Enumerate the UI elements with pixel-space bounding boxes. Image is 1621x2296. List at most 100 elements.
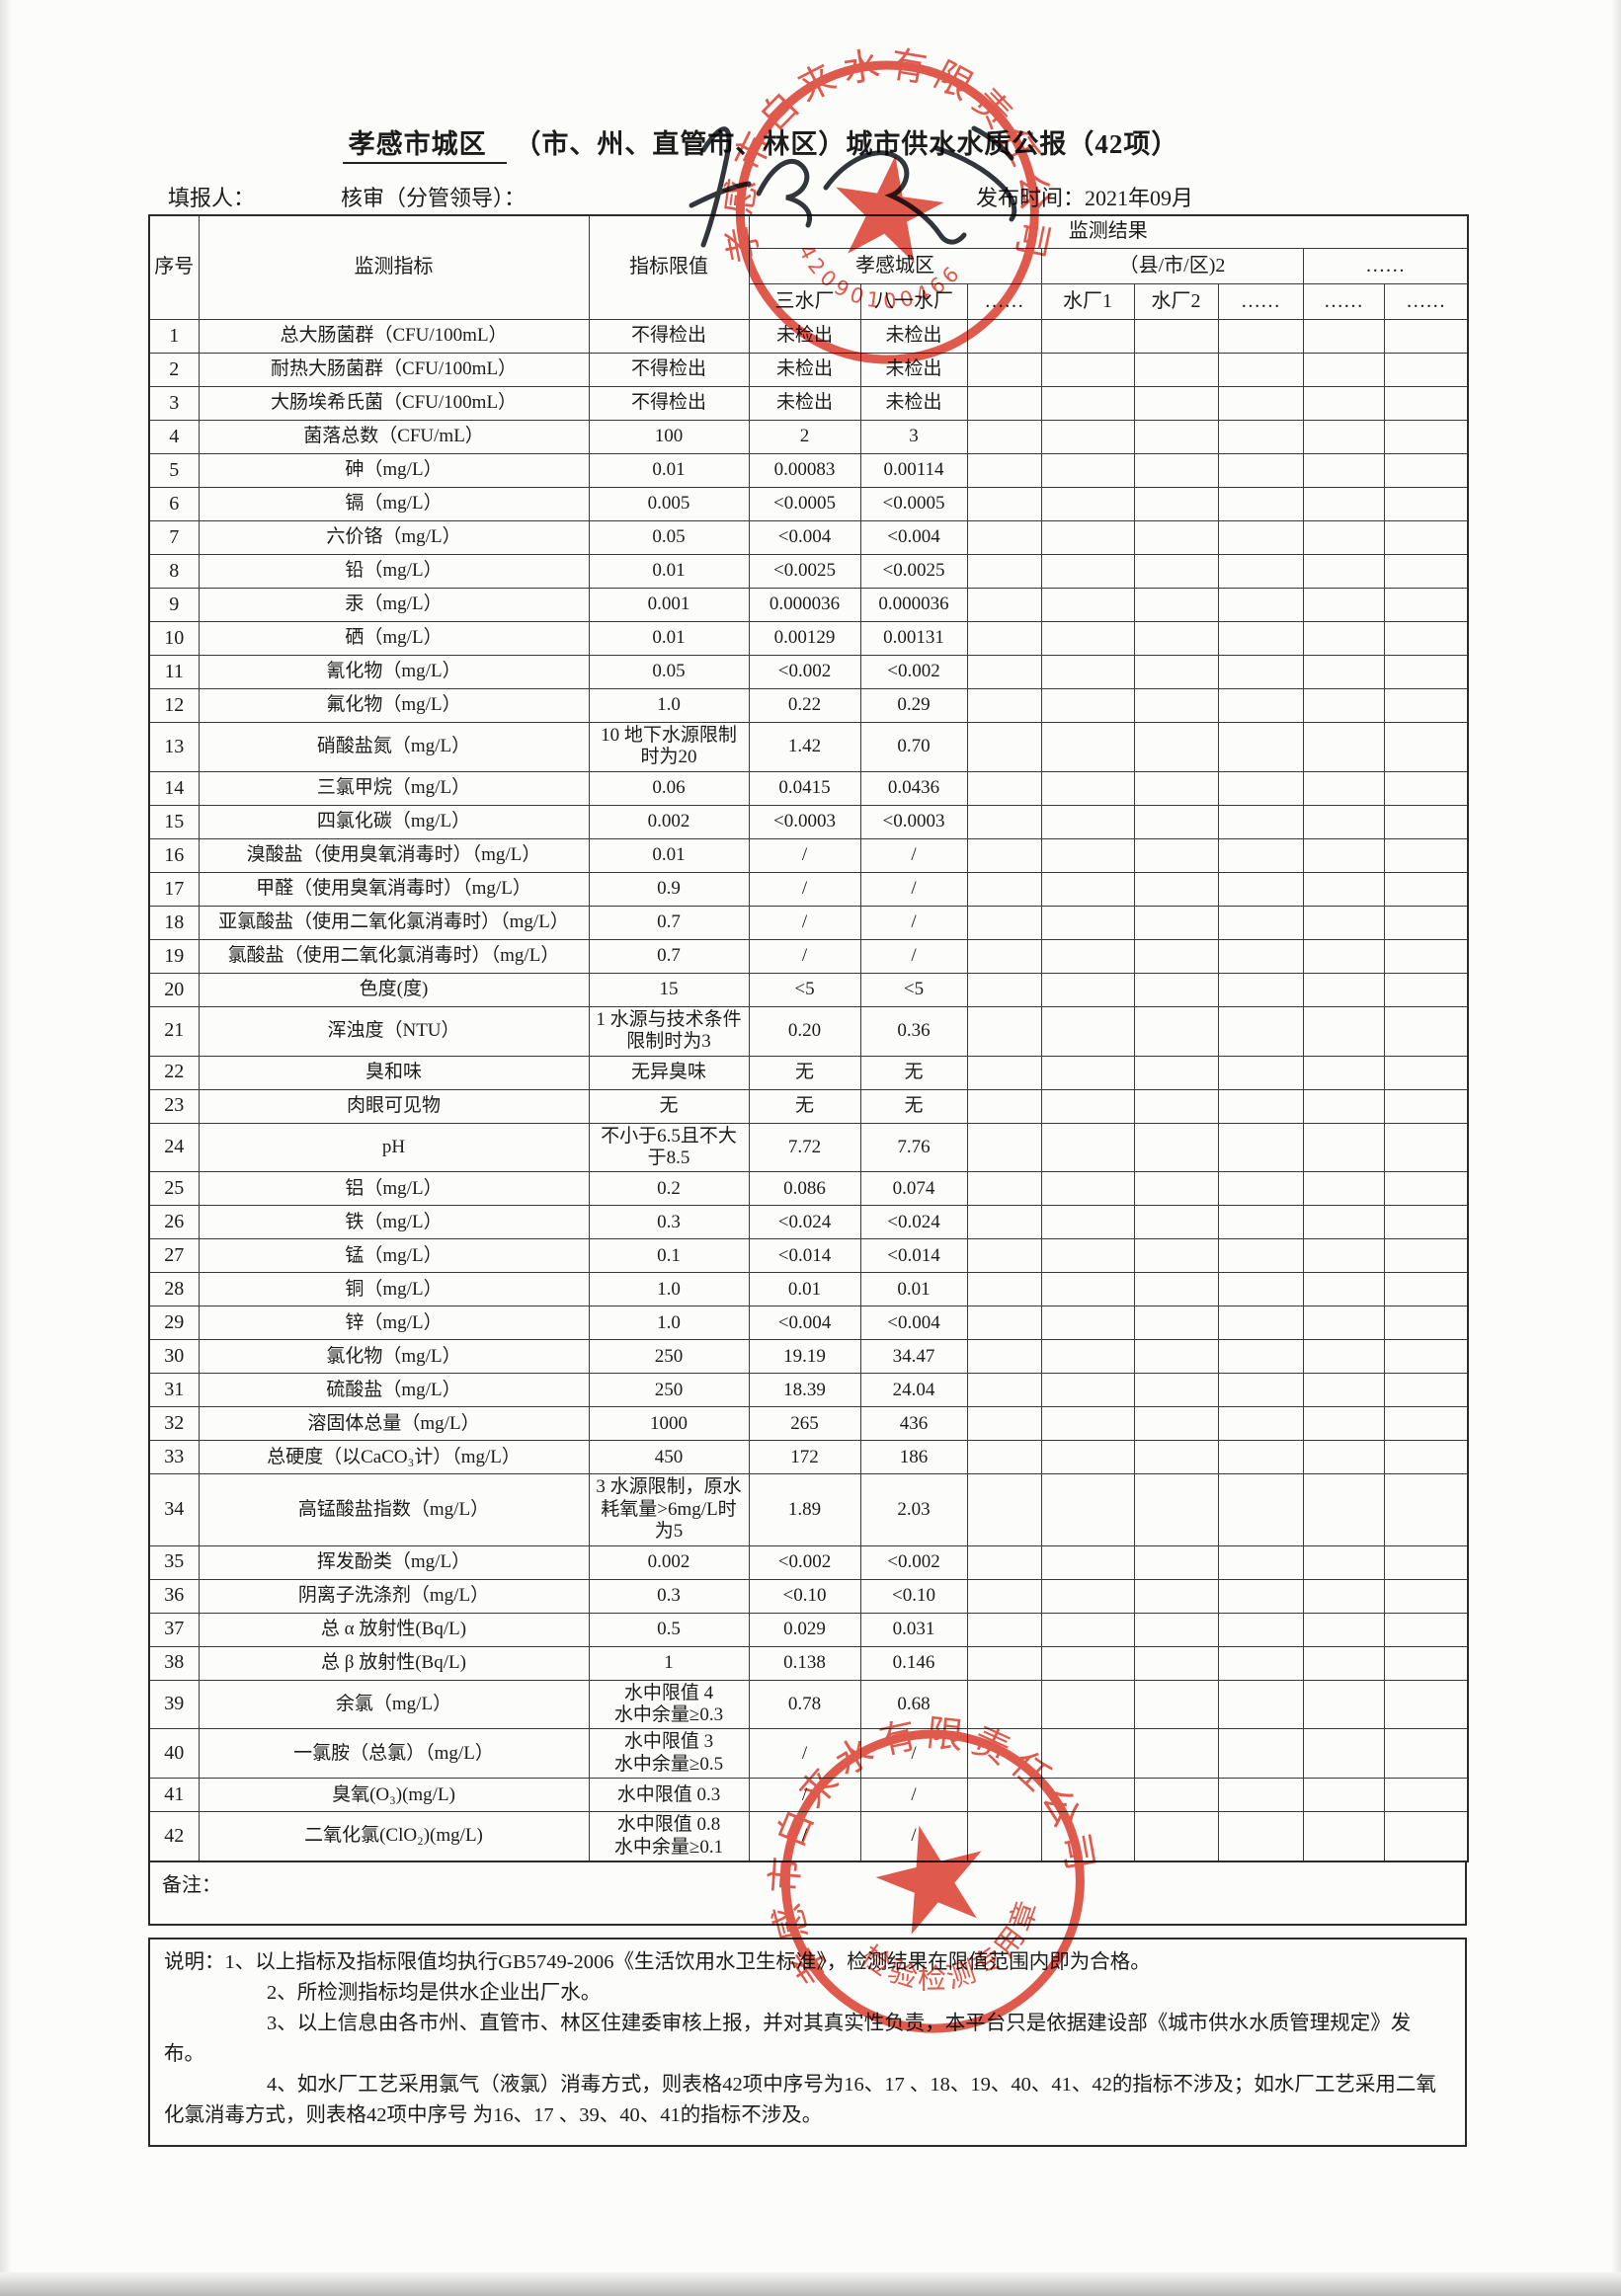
plant2-value-cell: 0.000036 <box>859 588 968 622</box>
empty-cell <box>1040 770 1135 806</box>
plant1-value-cell: 19.19 <box>748 1339 861 1375</box>
plant2-value-cell: 186 <box>859 1440 968 1475</box>
empty-cell <box>1302 1645 1385 1681</box>
report-title-rest: （市、州、直管市、林区）城市供水水质公报（42项） <box>514 129 1179 159</box>
plant2-value-cell: 2.03 <box>859 1473 968 1546</box>
empty-cell <box>1217 1339 1304 1375</box>
empty-cell <box>1040 554 1135 589</box>
notes-label: 说明： <box>164 1951 225 1974</box>
plant2-value-cell: 7.76 <box>859 1122 968 1173</box>
plant2-value-cell: <0.014 <box>859 1238 968 1274</box>
note-line: 2、所检测指标均是供水企业出厂水。 <box>267 1982 602 2005</box>
empty-cell <box>1302 386 1385 421</box>
filler-label: 填报人： <box>168 186 256 210</box>
empty-cell <box>1040 1679 1135 1730</box>
empty-cell <box>1217 1055 1304 1090</box>
empty-cell <box>1040 1238 1135 1274</box>
empty-cell <box>1302 1238 1385 1274</box>
scan-edge-right <box>1611 0 1621 2296</box>
plant1-value-cell: 无 <box>748 1088 861 1124</box>
empty-cell <box>1302 972 1385 1007</box>
row-index-cell: 5 <box>148 453 200 488</box>
empty-cell <box>1383 837 1469 873</box>
indicator-name-cell: 铅（mg/L） <box>198 554 590 589</box>
plant2-value-cell: 0.68 <box>859 1679 968 1730</box>
note-line: 3、以上信息由各市州、直管市、林区住建委审核上报，并对其真实性负责，本平台只是依… <box>164 2013 1412 2066</box>
limit-cell: 1000 <box>588 1406 750 1442</box>
group-county: （县/市/区)2 <box>1040 248 1304 284</box>
indicator-name-cell: 溴酸盐（使用臭氧消毒时）（mg/L） <box>198 837 590 873</box>
limit-cell: 0.002 <box>588 804 750 839</box>
limit-cell: 0.06 <box>588 770 750 806</box>
plant-header-7: …… <box>1302 283 1385 320</box>
table-row: 5 砷（mg/L） 0.01 0.00083 0.00114 <box>148 453 1469 488</box>
plant1-value-cell: / <box>748 938 861 974</box>
row-index-cell: 10 <box>148 621 200 656</box>
empty-cell <box>1040 353 1135 387</box>
empty-cell <box>1302 588 1385 622</box>
empty-cell <box>1383 353 1469 387</box>
empty-cell <box>1217 1238 1304 1274</box>
plant1-value-cell: 18.39 <box>748 1373 861 1408</box>
empty-cell <box>1302 453 1385 488</box>
empty-cell <box>966 1578 1042 1614</box>
empty-cell <box>1383 554 1469 589</box>
empty-cell <box>1133 905 1219 940</box>
empty-cell <box>1302 804 1385 839</box>
plant-header-6: …… <box>1217 283 1304 320</box>
limit-cell: 0.01 <box>588 621 750 656</box>
empty-cell <box>1217 453 1304 488</box>
row-index-cell: 6 <box>148 487 200 521</box>
limit-cell: 不得检出 <box>588 319 750 354</box>
empty-cell <box>1217 1728 1304 1780</box>
table-row: 15 四氯化碳（mg/L） 0.002 <0.0003 <0.0003 <box>148 804 1469 839</box>
empty-cell <box>1217 1473 1304 1546</box>
table-row: 17 甲醛（使用臭氧消毒时）（mg/L） 0.9 / / <box>148 871 1469 907</box>
empty-cell <box>1040 837 1135 873</box>
limit-cell: 0.001 <box>588 588 750 622</box>
row-index-cell: 18 <box>148 905 200 940</box>
plant1-value-cell: 2 <box>748 420 861 454</box>
empty-cell <box>1133 1306 1219 1341</box>
empty-cell <box>1217 871 1304 907</box>
row-index-cell: 20 <box>148 972 200 1007</box>
empty-cell <box>1217 1578 1304 1614</box>
empty-cell <box>1383 804 1469 839</box>
remark-box: 备注： <box>148 1862 1467 1927</box>
limit-cell: 0.7 <box>588 905 750 940</box>
empty-cell <box>1040 972 1135 1007</box>
empty-cell <box>1133 837 1219 873</box>
row-index-cell: 32 <box>148 1406 200 1442</box>
empty-cell <box>1040 1272 1135 1307</box>
plant1-value-cell: 1.42 <box>748 722 861 772</box>
empty-cell <box>1040 1473 1135 1546</box>
empty-cell <box>1040 804 1135 839</box>
limit-cell: 1 水源与技术条件限制时为3 <box>588 1005 750 1057</box>
empty-cell <box>1383 1544 1469 1580</box>
plant1-value-cell: <0.004 <box>748 520 861 555</box>
row-index-cell: 30 <box>148 1339 200 1375</box>
row-index-cell: 9 <box>148 588 200 622</box>
empty-cell <box>1383 1339 1469 1375</box>
row-index-cell: 19 <box>148 938 200 974</box>
row-index-cell: 40 <box>148 1728 200 1780</box>
header-row-2: 孝感城区 （县/市/区)2 …… <box>149 248 1469 284</box>
empty-cell <box>1040 1055 1135 1090</box>
empty-cell <box>1217 1544 1304 1580</box>
plant1-value-cell: 172 <box>748 1440 861 1475</box>
table-row: 25 铝（mg/L） 0.2 0.086 0.074 <box>148 1171 1469 1207</box>
limit-cell: 0.5 <box>588 1612 750 1647</box>
empty-cell <box>1133 938 1219 974</box>
report-title: 孝感市城区 （市、州、直管市、林区）城市供水水质公报（42项） <box>0 122 1521 164</box>
plant2-value-cell: <5 <box>859 972 968 1007</box>
empty-cell <box>1302 1473 1385 1546</box>
limit-cell: 0.01 <box>588 837 750 873</box>
empty-cell <box>1217 1122 1304 1173</box>
plant1-value-cell: <0.002 <box>748 655 861 689</box>
row-index-cell: 15 <box>148 804 200 839</box>
table-row: 16 溴酸盐（使用臭氧消毒时）（mg/L） 0.01 / / <box>148 837 1469 873</box>
reviewer-label: 核审（分管领导）： <box>341 186 527 210</box>
row-index-cell: 21 <box>148 1005 200 1057</box>
limit-cell: 不小于6.5且不大于8.5 <box>588 1122 750 1173</box>
